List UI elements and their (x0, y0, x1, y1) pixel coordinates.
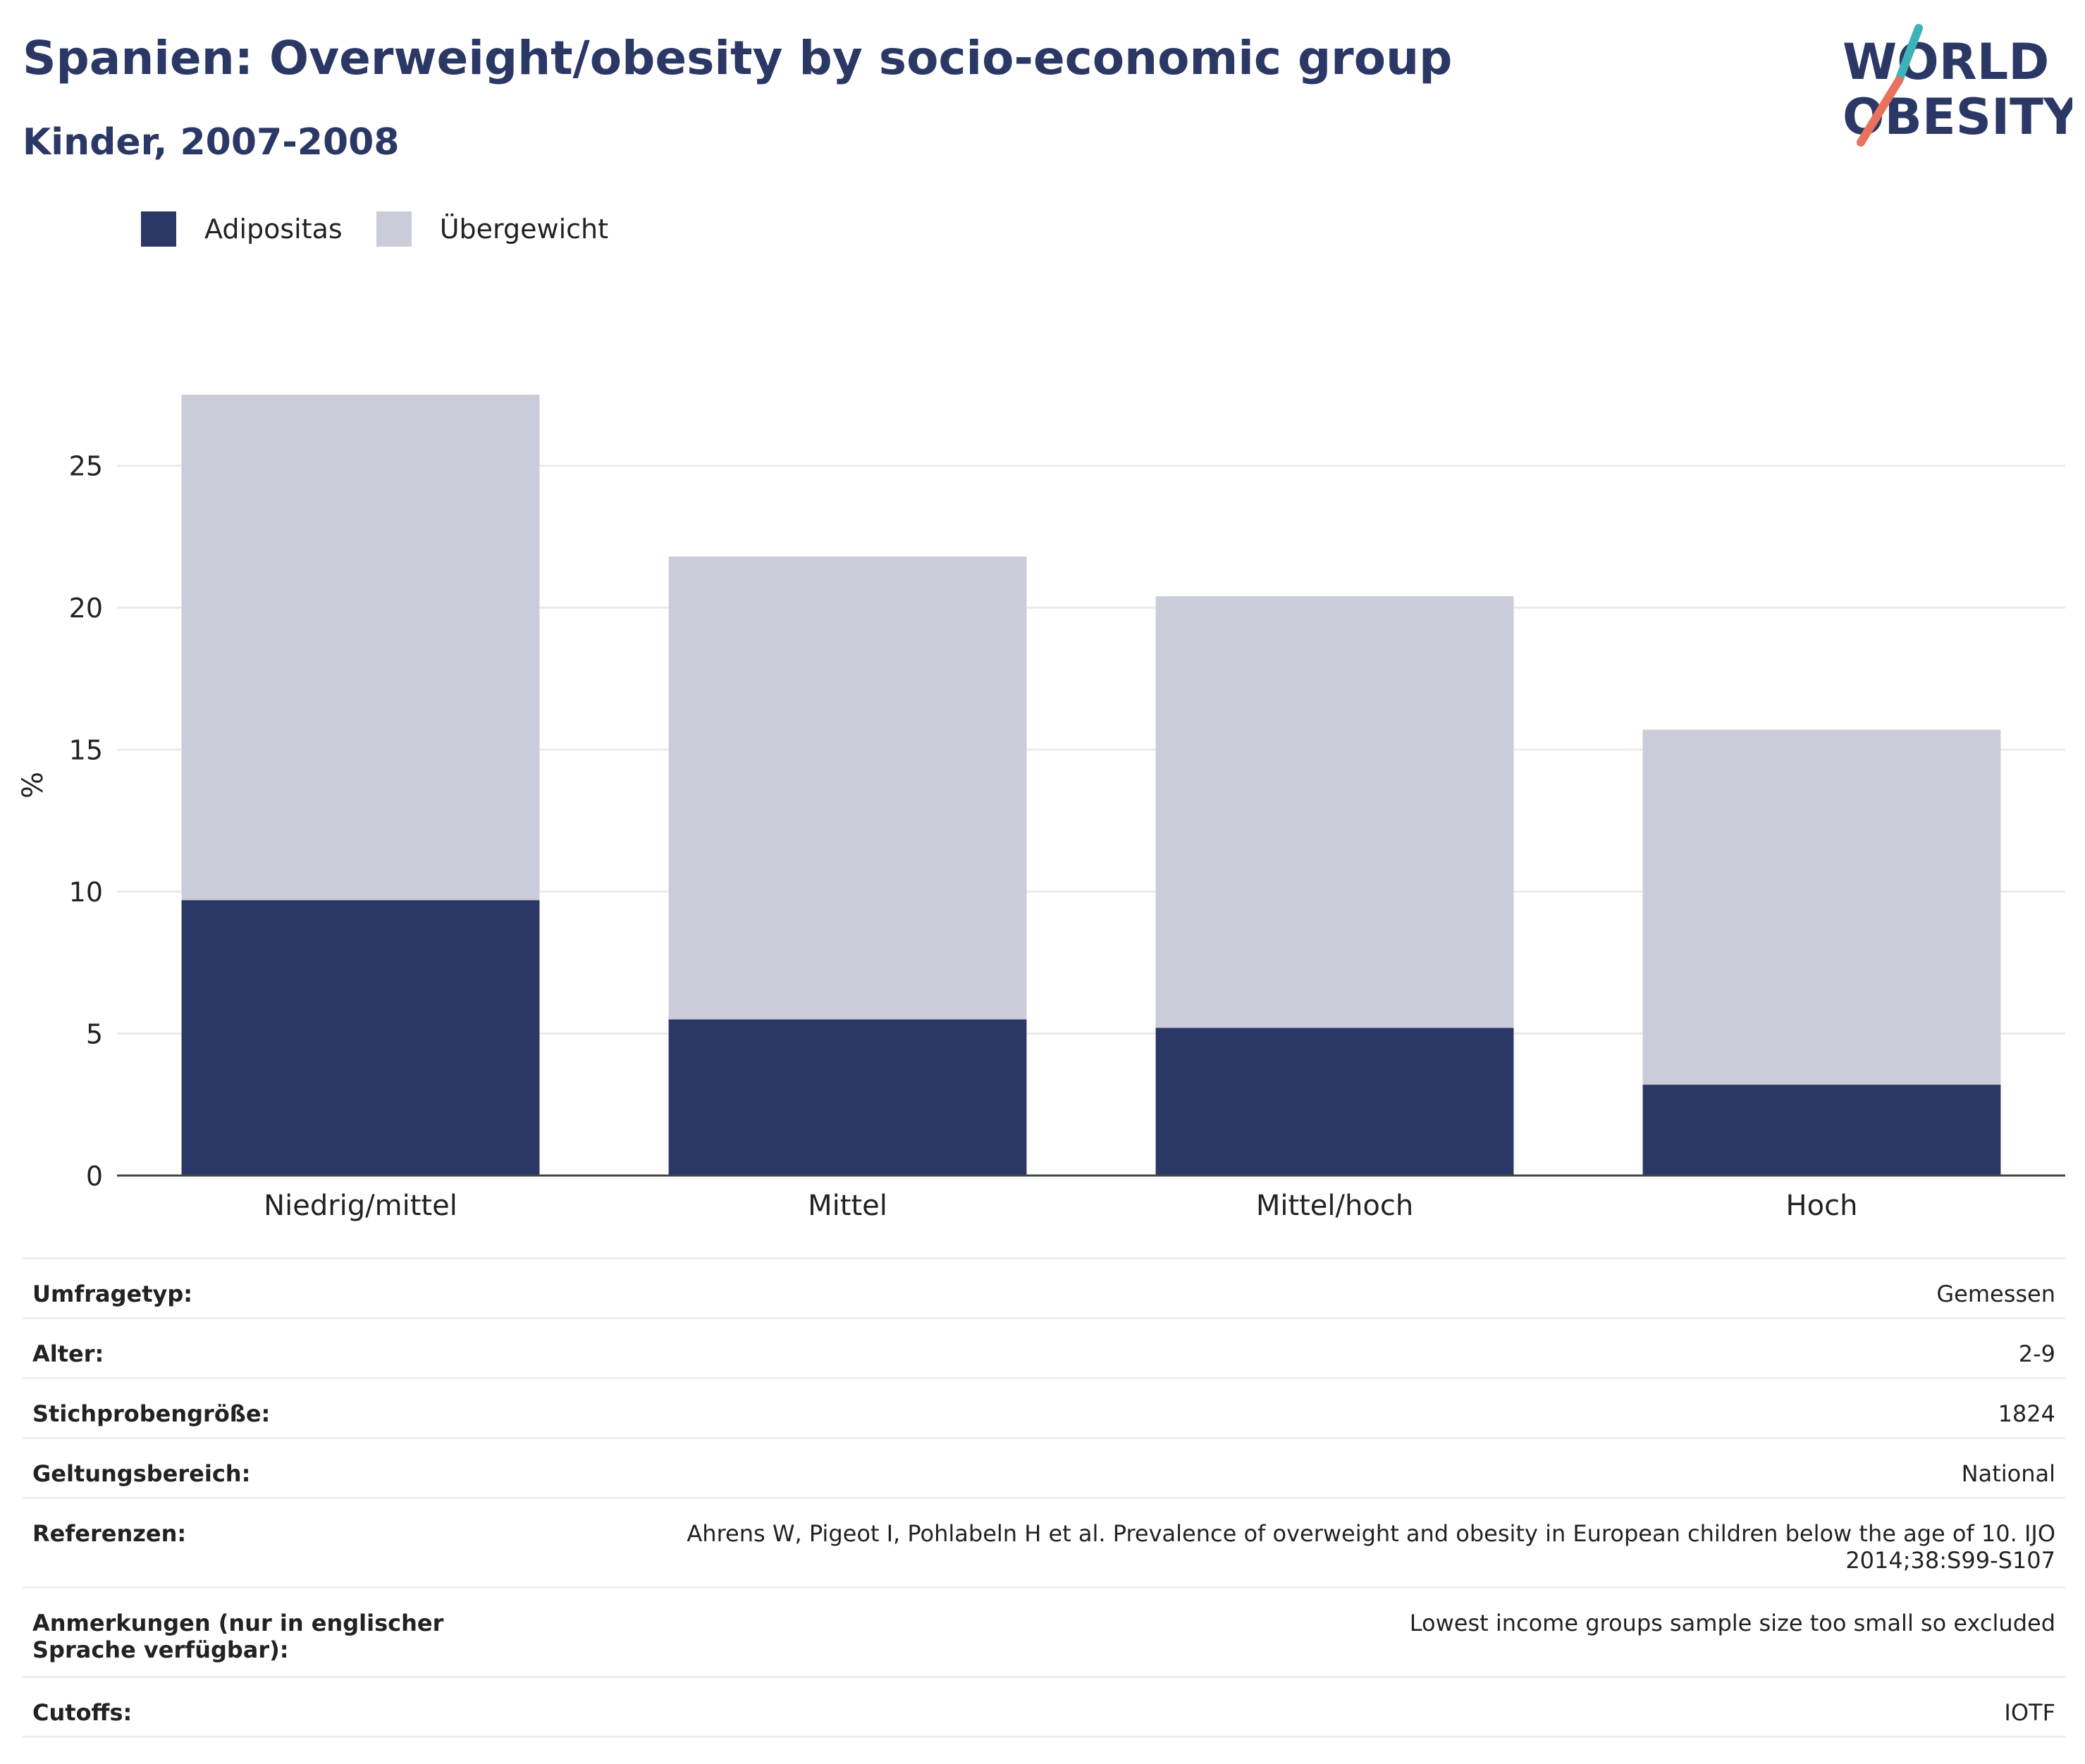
y-tick-label: 15 (69, 735, 103, 766)
meta-key: Stichprobengröße: (23, 1377, 536, 1438)
meta-row: Alter: 2-9 (23, 1317, 2065, 1378)
logo-coral-slash (1857, 76, 1903, 147)
bars (181, 395, 2001, 1176)
meta-key: Referenzen: (23, 1497, 536, 1588)
x-tick-label: Mittel (808, 1190, 887, 1222)
meta-key: Alter: (23, 1317, 536, 1378)
meta-value: 1824 (536, 1377, 2065, 1438)
meta-row: Referenzen: Ahrens W, Pigeot I, Pohlabeln… (23, 1497, 2065, 1588)
meta-row: Cutoffs: IOTF (23, 1676, 2065, 1738)
meta-value: Gemessen (536, 1257, 2065, 1319)
meta-row: Geltungsbereich: National (23, 1437, 2065, 1498)
survey-metadata-table: Umfragetyp: Gemessen Alter: 2-9 Stichprobeng… (23, 1257, 2065, 1738)
world-obesity-logo: WORLD OBESITY (1843, 24, 2072, 147)
chart-legend: Adipositas Übergewicht (141, 210, 642, 248)
legend-label-uebergewicht: Übergewicht (439, 214, 608, 245)
legend-item-adipositas[interactable]: Adipositas (141, 211, 343, 247)
bar-adipositas[interactable] (1642, 1085, 2001, 1176)
meta-value: Ahrens W, Pigeot I, Pohlabeln H et al. P… (536, 1497, 2065, 1588)
y-tick-labels: 0 5 10 15 20 25 (69, 451, 103, 1192)
meta-row: Stichprobengröße: 1824 (23, 1377, 2065, 1438)
legend-swatch-adipositas (141, 211, 176, 247)
meta-row: Umfragetyp: Gemessen (23, 1257, 2065, 1319)
x-tick-label: Mittel/hoch (1256, 1190, 1413, 1222)
x-tick-label: Niedrig/mittel (264, 1190, 457, 1222)
meta-key: Anmerkungen (nur in englischer Sprache v… (23, 1586, 536, 1677)
y-tick-label: 20 (69, 593, 103, 624)
meta-value: 2-9 (536, 1317, 2065, 1378)
y-tick-label: 0 (86, 1161, 103, 1192)
y-tick-label: 25 (69, 451, 103, 482)
meta-key: Umfragetyp: (23, 1257, 536, 1319)
bar-adipositas[interactable] (1155, 1028, 1514, 1176)
meta-value: National (536, 1437, 2065, 1498)
x-tick-labels: Niedrig/mittel Mittel Mittel/hoch Hoch (264, 1190, 1857, 1222)
meta-value: IOTF (536, 1676, 2065, 1738)
legend-swatch-uebergewicht (376, 211, 412, 247)
logo-line1: WORLD (1843, 33, 2049, 91)
y-tick-label: 10 (69, 877, 103, 908)
legend-label-adipositas: Adipositas (204, 214, 343, 245)
bar-adipositas[interactable] (181, 900, 540, 1176)
legend-item-uebergewicht[interactable]: Übergewicht (376, 211, 608, 247)
bar-uebergewicht[interactable] (1155, 596, 1514, 1028)
chart-title: Spanien: Overweight/obesity by socio-eco… (23, 31, 1453, 85)
logo-teal-slash (1895, 24, 1923, 85)
meta-row: Anmerkungen (nur in englischer Sprache v… (23, 1586, 2065, 1677)
y-tick-label: 5 (86, 1019, 103, 1050)
y-axis-label: % (17, 772, 49, 798)
meta-key: Cutoffs: (23, 1676, 536, 1738)
meta-value: Lowest income groups sample size too sma… (536, 1586, 2065, 1677)
bar-adipositas[interactable] (668, 1019, 1027, 1176)
chart-subtitle: Kinder, 2007-2008 (23, 121, 400, 164)
bar-uebergewicht[interactable] (181, 395, 540, 901)
bar-uebergewicht[interactable] (668, 556, 1027, 1020)
stacked-bar-chart: 0 5 10 15 20 25 Niedrig/mittel Mittel Mittel/ho… (17, 395, 2065, 1222)
meta-key: Geltungsbereich: (23, 1437, 536, 1498)
x-tick-label: Hoch (1786, 1190, 1858, 1222)
bar-uebergewicht[interactable] (1642, 729, 2001, 1085)
